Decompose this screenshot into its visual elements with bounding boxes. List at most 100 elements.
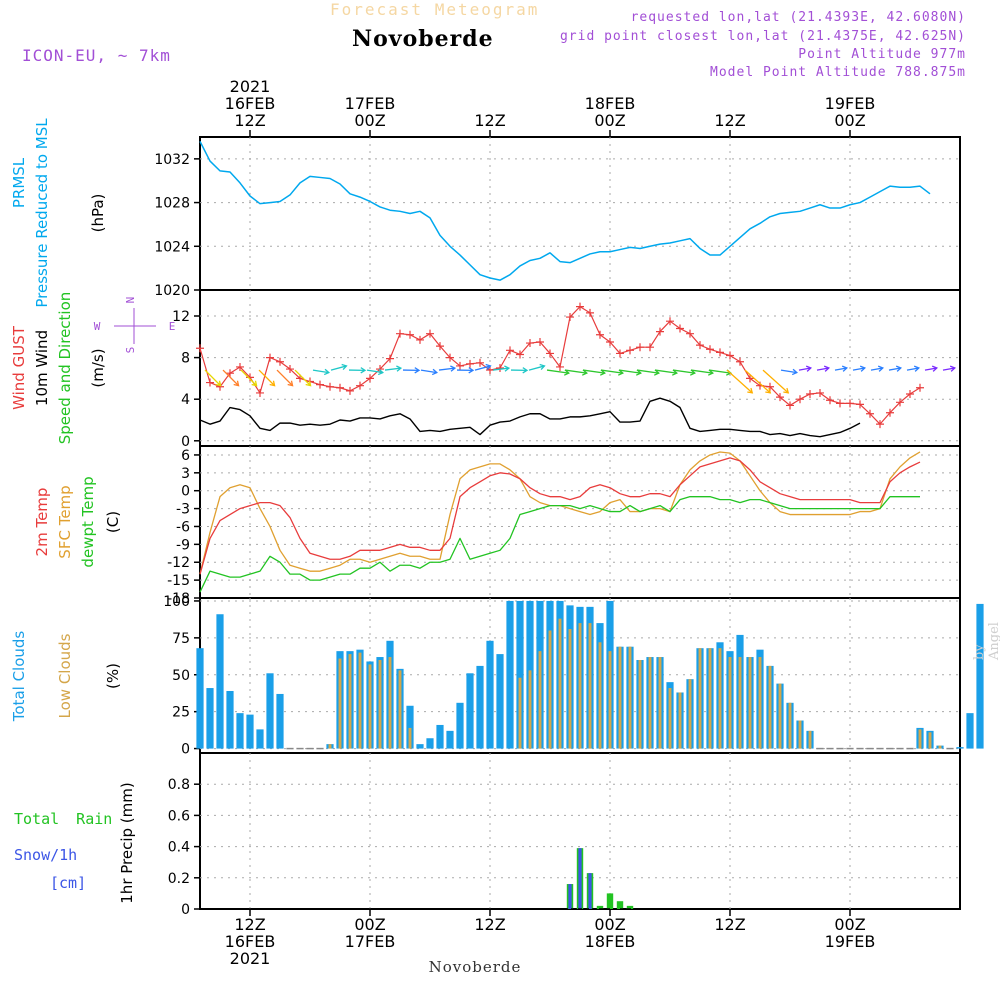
wind-gust-marker	[416, 336, 424, 344]
precip-unit-label: 1hr Precip (mm)	[118, 782, 136, 903]
wind-gust-marker	[356, 382, 364, 390]
total-cloud-bar	[256, 729, 263, 748]
location-title: Novoberde	[352, 26, 494, 52]
precip-rain-legend: Total Rain	[14, 810, 112, 828]
compass-west: W	[94, 320, 101, 333]
clouds-low-label: Low Clouds	[56, 633, 74, 718]
pressure-ytick-label: 1024	[154, 239, 190, 255]
total-cloud-bar	[496, 654, 503, 748]
wind-10m-line	[200, 398, 860, 436]
total-cloud-bar	[466, 673, 473, 748]
top-time-label: 12Z	[234, 111, 265, 130]
wind-gust-marker	[336, 384, 344, 392]
low-cloud-bar	[709, 648, 712, 748]
wind-ytick-label: 8	[181, 351, 190, 367]
bottom-location-label: Novoberde	[429, 958, 522, 976]
total-cloud-bar	[276, 694, 283, 749]
snow-bar	[568, 884, 571, 909]
model-label: ICON-EU, ~ 7km	[22, 46, 171, 65]
top-time-label: 12Z	[714, 111, 745, 130]
top-time-label: 00Z	[834, 111, 865, 130]
low-cloud-bar	[399, 670, 402, 748]
low-cloud-bar	[769, 666, 772, 749]
low-cloud-bar	[539, 651, 542, 748]
low-cloud-bar	[579, 623, 582, 748]
wind-gust-marker	[206, 379, 214, 387]
wind-gust-marker	[326, 383, 334, 391]
rain-bar	[617, 901, 623, 909]
pressure-ytick-label: 1020	[154, 283, 190, 299]
pressure-line	[200, 141, 930, 280]
low-cloud-bar	[759, 657, 762, 749]
low-cloud-bar	[779, 684, 782, 749]
wind-direction-arrow	[259, 370, 275, 386]
total-cloud-bar	[486, 641, 493, 749]
low-cloud-bar	[679, 692, 682, 748]
total-cloud-bar	[216, 614, 223, 748]
low-cloud-bar	[939, 746, 942, 749]
wind-gust-marker	[196, 344, 204, 352]
low-cloud-bar	[699, 648, 702, 748]
total-cloud-bar	[476, 666, 483, 749]
snow-bar	[578, 848, 581, 909]
low-cloud-bar	[549, 630, 552, 748]
precip-ytick-label: 0	[181, 902, 190, 918]
wind-gust-marker	[716, 348, 724, 356]
wind-direction-arrow	[241, 370, 257, 386]
low-cloud-bar	[589, 623, 592, 748]
precip-cm-legend: [cm]	[50, 874, 86, 892]
bottom-time-label: 12Z	[474, 915, 505, 934]
temp-ytick-label: 6	[181, 448, 190, 464]
total-cloud-bar	[266, 673, 273, 748]
wind-gust-marker	[676, 324, 684, 332]
wind-gust-marker	[506, 346, 514, 354]
grid-point-coords: grid point closest lon,lat (21.4375E, 42…	[560, 29, 966, 44]
bottom-time-label: 2021	[230, 949, 271, 968]
chart-title: Forecast Meteogram	[330, 0, 539, 19]
clouds-ytick-label: 25	[172, 705, 190, 721]
low-cloud-bar	[789, 703, 792, 749]
wind-gust-marker	[636, 343, 644, 351]
compass-north: N	[124, 297, 137, 304]
total-cloud-bar	[446, 731, 453, 749]
wind-unit-label: (m/s)	[89, 348, 107, 387]
temp-2m-label: 2m Temp	[33, 488, 51, 557]
low-cloud-bar	[519, 678, 522, 749]
total-cloud-bar	[956, 747, 963, 748]
low-cloud-bar	[929, 732, 932, 748]
low-cloud-bar	[349, 654, 352, 748]
pressure-unit-label: (hPa)	[89, 194, 107, 233]
bottom-time-label: 18FEB	[585, 932, 636, 951]
low-cloud-bar	[609, 651, 612, 748]
temp-sfc-label: SFC Temp	[56, 485, 74, 558]
snow-bar	[588, 873, 591, 909]
pressure-ytick-label: 1028	[154, 196, 190, 212]
wind-gust-marker	[256, 389, 264, 397]
temp-ytick-label: 3	[181, 466, 190, 482]
low-cloud-bar	[629, 647, 632, 749]
wind-gust-marker	[706, 345, 714, 353]
low-cloud-bar	[409, 728, 412, 749]
low-cloud-bar	[689, 679, 692, 748]
top-time-label: 00Z	[354, 111, 385, 130]
low-cloud-bar	[919, 729, 922, 748]
low-cloud-bar	[529, 670, 532, 748]
wind-10m-label: 10m Wind	[33, 330, 51, 406]
pressure-label-prmsl: PRMSL	[10, 157, 28, 208]
clouds-unit-label: (%)	[104, 663, 122, 689]
wind-gust-marker	[496, 364, 504, 372]
temp-ytick-label: -3	[176, 502, 190, 518]
low-cloud-bar	[719, 648, 722, 748]
precip-ytick-label: 0.8	[168, 777, 190, 793]
wind-gust-marker	[316, 381, 324, 389]
wind-gust-marker	[646, 343, 654, 351]
temp-dewpt-label: dewpt Temp	[79, 476, 97, 567]
precip-ytick-label: 0.4	[168, 840, 190, 856]
wind-gust-marker	[796, 395, 804, 403]
compass-east: E	[169, 320, 176, 333]
wind-gust-marker	[826, 396, 834, 404]
sfc-temp-line	[200, 452, 920, 574]
wind-gust-marker	[626, 346, 634, 354]
low-cloud-bar	[379, 660, 382, 749]
